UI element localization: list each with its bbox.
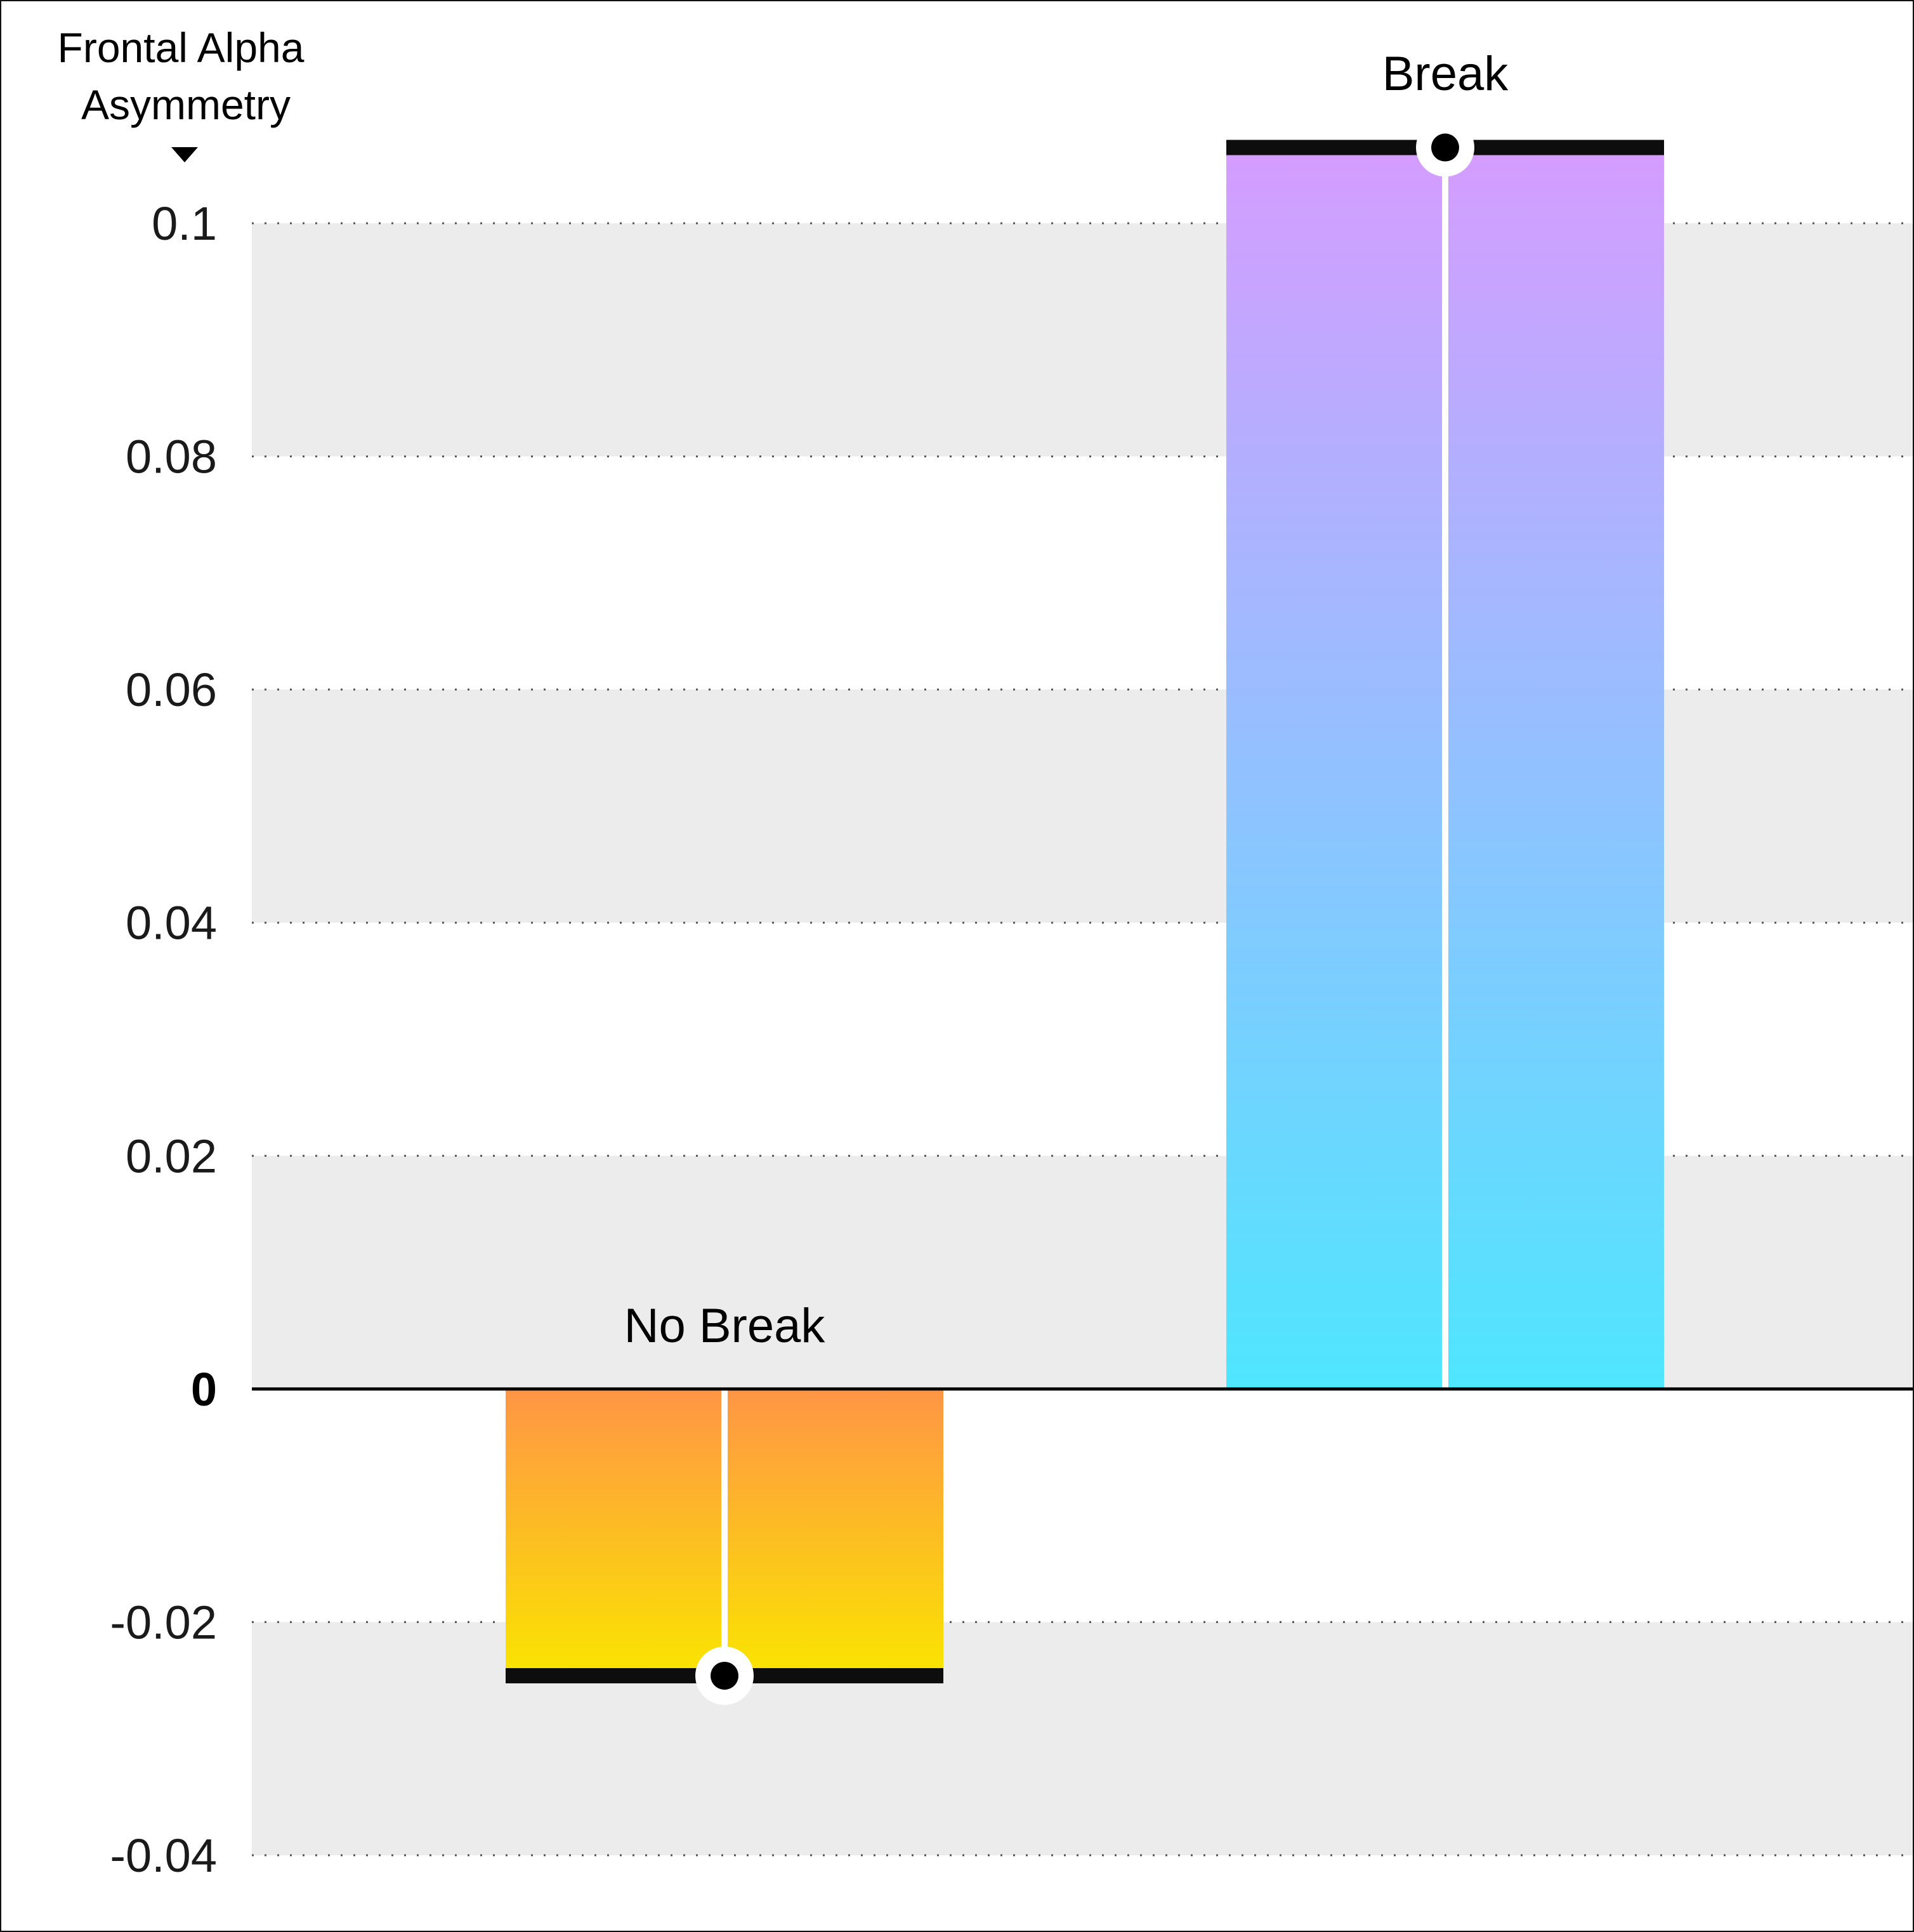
y-tick-label: 0.06 xyxy=(126,663,217,716)
bars xyxy=(506,118,1664,1705)
y-tick-label: 0.02 xyxy=(126,1130,217,1182)
y-axis-arrow-icon xyxy=(171,147,198,162)
bar-break xyxy=(1226,118,1664,1389)
y-tick-label: -0.04 xyxy=(110,1829,217,1882)
bar-marker-dot xyxy=(711,1661,738,1690)
y-tick-label: 0 xyxy=(191,1363,217,1416)
y-axis-label-line-1: Frontal Alpha xyxy=(58,24,305,71)
bar-no-break xyxy=(506,1388,943,1705)
bar-label-no-break: No Break xyxy=(624,1299,826,1353)
y-axis-label-line-2: Asymmetry xyxy=(81,81,291,128)
y-tick-label: 0.04 xyxy=(126,897,217,950)
y-tick-label: 0.1 xyxy=(152,197,217,250)
y-tick-label: -0.02 xyxy=(110,1596,217,1648)
y-tick-labels: 0.1 0.08 0.06 0.04 0.02 0 -0.02 -0.04 xyxy=(110,197,217,1882)
y-tick-label: 0.08 xyxy=(126,431,217,483)
bar-labels: No Break Break xyxy=(624,47,1509,1353)
grid-band xyxy=(252,1622,1913,1855)
bar-label-break: Break xyxy=(1382,47,1509,101)
bar-marker-dot xyxy=(1431,133,1459,162)
